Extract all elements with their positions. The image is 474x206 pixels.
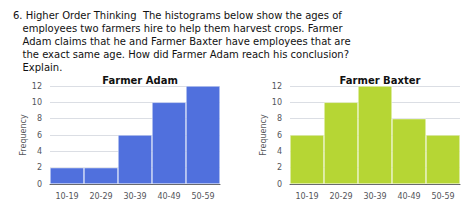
svg-text:10-19: 10-19 [295, 192, 318, 201]
svg-text:8: 8 [37, 114, 42, 123]
svg-text:40-49: 40-49 [397, 192, 420, 201]
svg-text:50-59: 50-59 [431, 192, 454, 201]
svg-text:0: 0 [277, 180, 282, 189]
svg-text:10: 10 [32, 98, 42, 107]
svg-text:12: 12 [32, 82, 42, 91]
svg-text:20-29: 20-29 [329, 192, 352, 201]
svg-text:4: 4 [277, 147, 282, 156]
svg-text:Farmer Baxter: Farmer Baxter [340, 75, 421, 86]
svg-text:the exact same age. How did Fa: the exact same age. How did Farmer Adam … [13, 49, 349, 60]
svg-text:4: 4 [37, 147, 42, 156]
svg-text:6. Higher Order Thinking The: 6. Higher Order Thinking The histograms … [13, 10, 342, 21]
svg-text:Farmer Adam: Farmer Adam [102, 75, 178, 86]
svg-text:Explain.: Explain. [13, 62, 62, 73]
svg-text:Adam claims that he and Farmer: Adam claims that he and Farmer Baxter ha… [13, 36, 351, 47]
svg-text:8: 8 [277, 114, 282, 123]
svg-text:50-59: 50-59 [191, 192, 214, 201]
svg-text:2: 2 [37, 163, 42, 172]
svg-text:20-29: 20-29 [89, 192, 112, 201]
svg-text:Frequency: Frequency [259, 114, 268, 156]
svg-text:40-49: 40-49 [157, 192, 180, 201]
svg-text:30-39: 30-39 [123, 192, 146, 201]
svg-text:6: 6 [277, 131, 282, 140]
svg-text:10: 10 [272, 98, 282, 107]
svg-text:Frequency: Frequency [19, 114, 28, 156]
svg-text:12: 12 [272, 82, 282, 91]
svg-text:30-39: 30-39 [363, 192, 386, 201]
svg-text:2: 2 [277, 163, 282, 172]
svg-text:10-19: 10-19 [55, 192, 78, 201]
svg-text:6: 6 [37, 131, 42, 140]
svg-text:employees two farmers hire to: employees two farmers hire to help them … [13, 23, 344, 34]
svg-text:0: 0 [37, 180, 42, 189]
